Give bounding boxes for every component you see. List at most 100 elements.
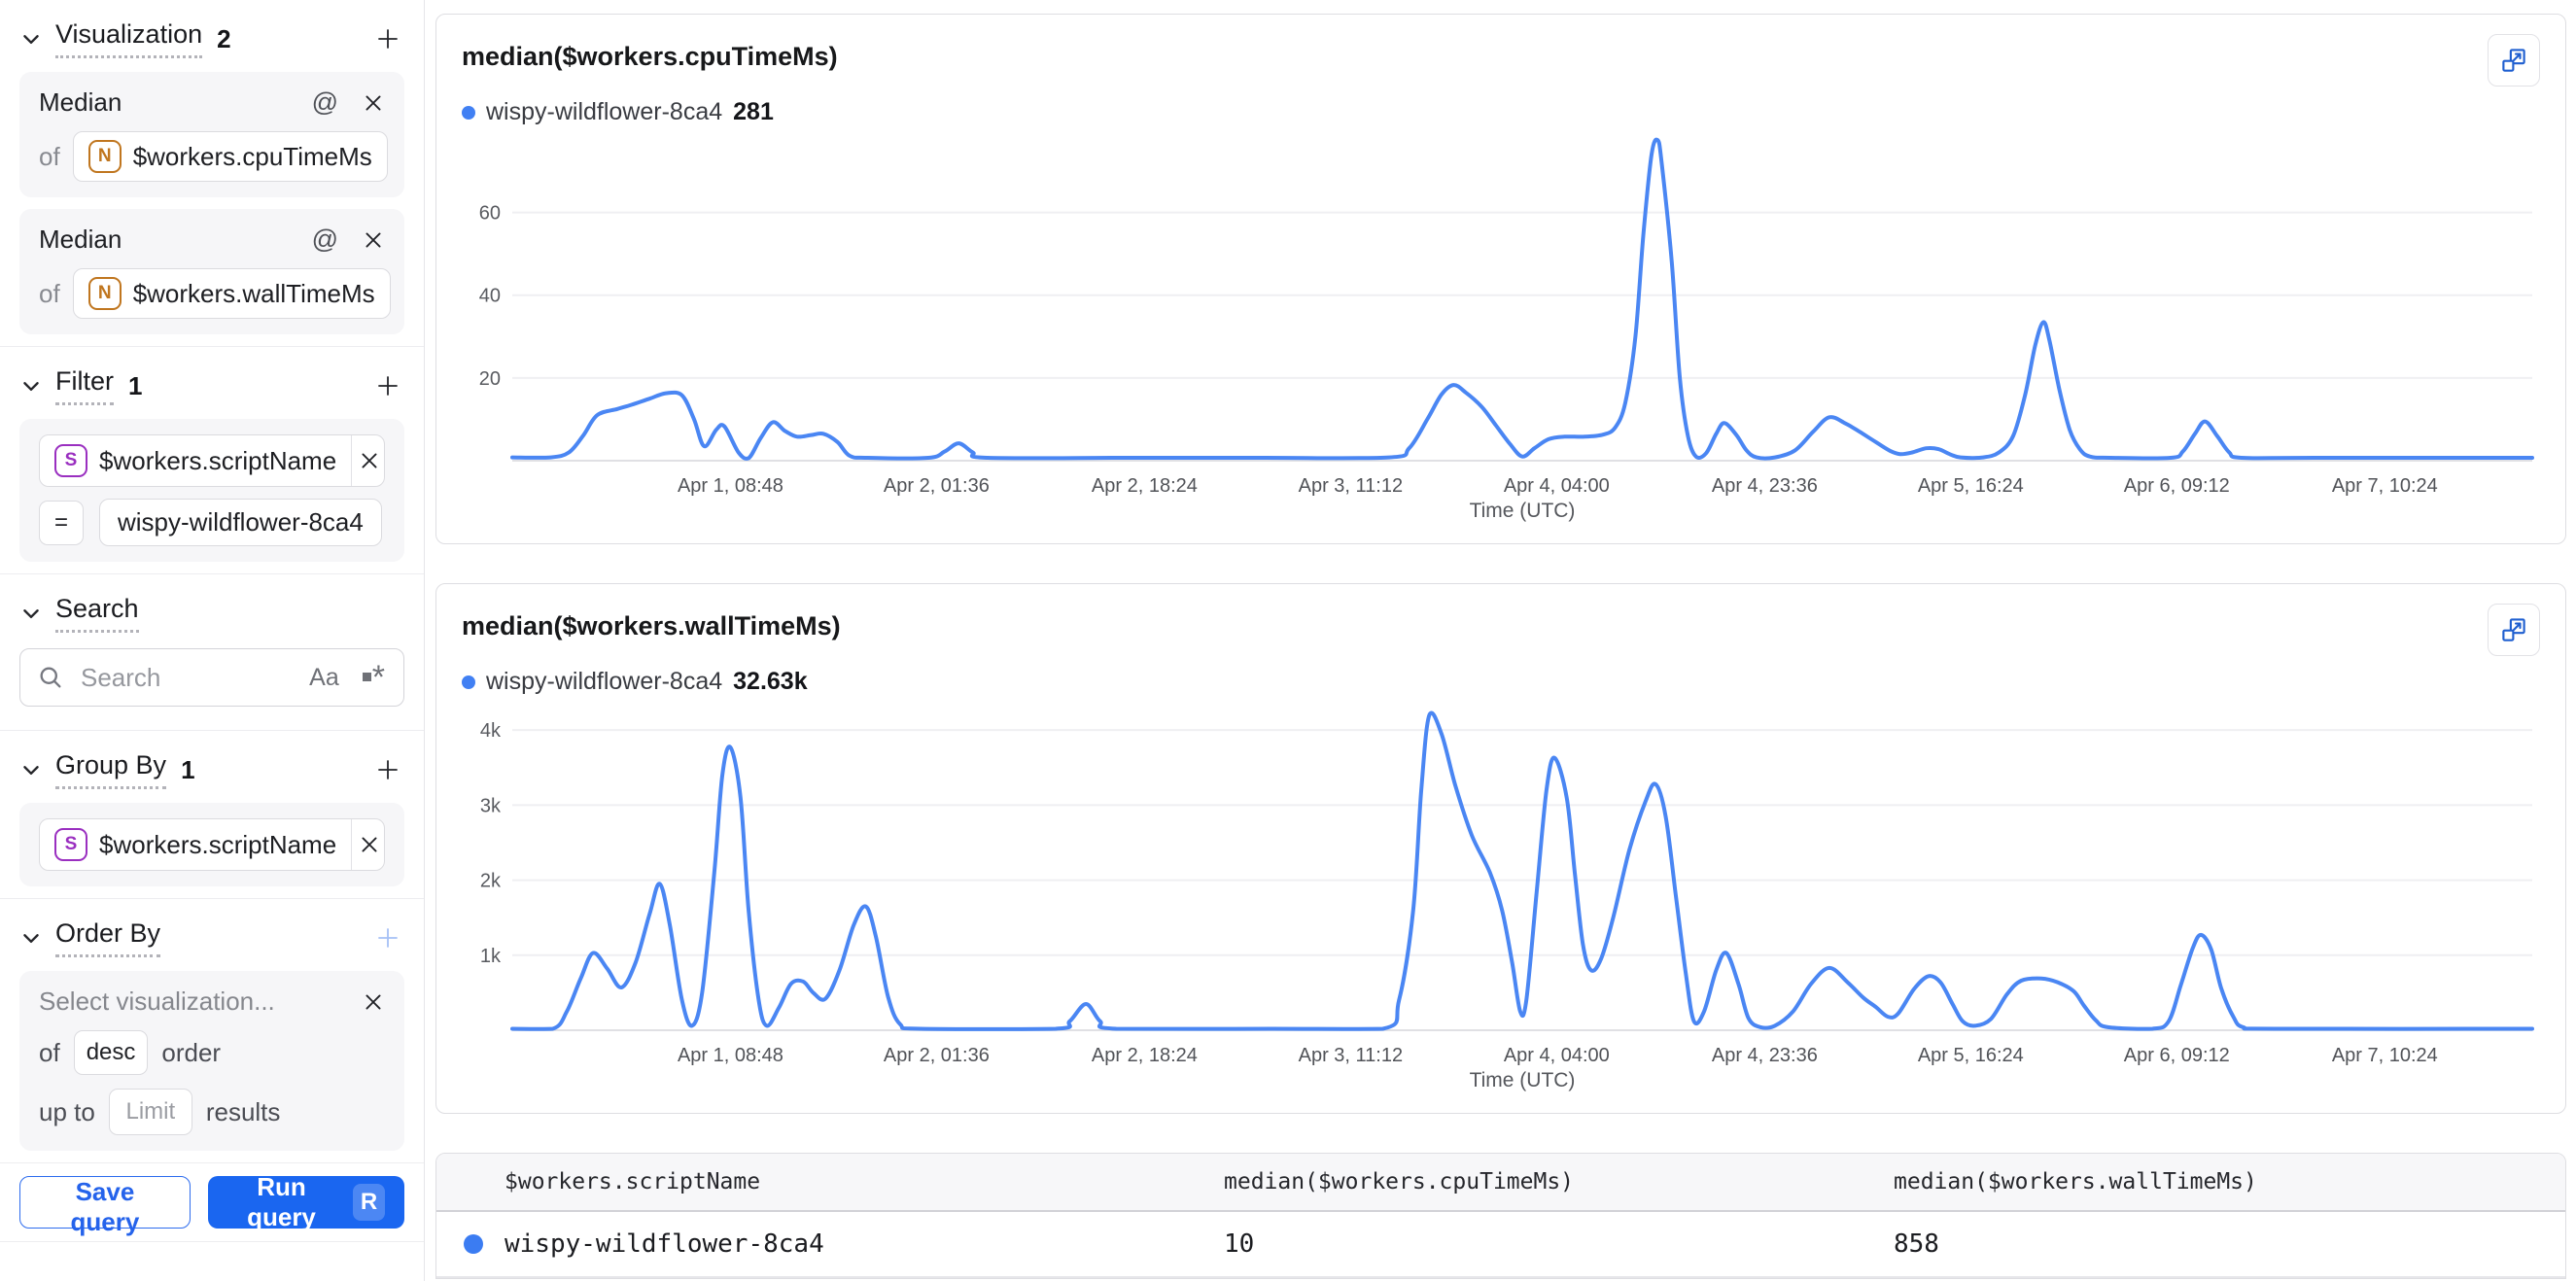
svg-text:1k: 1k: [480, 946, 502, 967]
series-total-value: 281: [733, 98, 774, 125]
visualization-section-title: Visualization: [55, 19, 203, 58]
run-query-button[interactable]: Run query R: [207, 1172, 404, 1231]
up-to-label: up to: [39, 1096, 95, 1126]
filter-value-input[interactable]: wispy-wildflower-8ca4: [99, 499, 382, 546]
results-label: results: [205, 1096, 281, 1126]
chevron-down-icon[interactable]: [19, 27, 43, 51]
svg-text:Time (UTC): Time (UTC): [1470, 500, 1576, 522]
cell-wall-median: 858: [1894, 1211, 2565, 1278]
group-by-count: 1: [181, 754, 195, 784]
remove-visualization-button[interactable]: [362, 91, 385, 115]
search-section-header: Search: [19, 574, 404, 646]
field-name: $workers.wallTimeMs: [132, 278, 375, 308]
chevron-down-icon[interactable]: [19, 602, 43, 625]
query-builder-sidebar: Visualization 2 Median @ of N: [0, 0, 425, 1281]
match-case-icon[interactable]: Aa: [309, 663, 339, 691]
series-color-dot: [462, 675, 475, 689]
group-by-field-pill[interactable]: S $workers.scriptName: [39, 818, 385, 871]
cpu-time-chart-title: median($workers.cpuTimeMs): [462, 42, 838, 71]
remove-visualization-button[interactable]: [362, 228, 385, 252]
table-row[interactable]: wispy-wildflower-8ca4 10 858: [436, 1211, 2565, 1278]
column-header-wall-median[interactable]: median($workers.wallTimeMs): [1894, 1154, 2565, 1212]
table-header-row: $workers.scriptName median($workers.cpuT…: [436, 1154, 2565, 1212]
regex-star: *: [371, 659, 385, 696]
svg-text:20: 20: [479, 368, 501, 390]
svg-text:Apr 6, 09:12: Apr 6, 09:12: [2124, 475, 2230, 497]
field-name: $workers.cpuTimeMs: [132, 141, 372, 171]
run-query-shortcut-badge: R: [353, 1184, 385, 1221]
of-label: of: [39, 141, 60, 171]
svg-text:Apr 2, 01:36: Apr 2, 01:36: [884, 475, 990, 497]
field-pill-cputime[interactable]: N $workers.cpuTimeMs: [72, 131, 388, 182]
expand-chart-button[interactable]: [2488, 34, 2540, 87]
cpu-time-line-chart[interactable]: 20 40 60 Apr 1, 08:48 Apr 2, 01:36 Apr 2, 18:…: [462, 128, 2540, 525]
add-visualization-button[interactable]: [371, 22, 404, 55]
regex-dot: [362, 673, 371, 681]
svg-text:Apr 3, 11:12: Apr 3, 11:12: [1299, 475, 1403, 497]
group-by-section: Group By 1 S $workers.scriptName: [0, 731, 424, 899]
visualization-card-cputime: Median @ of N $workers.cpuTimeMs: [19, 72, 404, 197]
filter-field-pill[interactable]: S $workers.scriptName: [39, 434, 385, 487]
svg-text:Apr 5, 16:24: Apr 5, 16:24: [1918, 475, 2024, 497]
cell-script-name: wispy-wildflower-8ca4: [505, 1211, 1224, 1278]
save-query-button[interactable]: Save query: [19, 1176, 191, 1236]
order-by-section: Order By Select visualization... of desc…: [0, 899, 424, 1163]
order-by-card: Select visualization... of desc order up…: [19, 971, 404, 1151]
series-color-dot: [464, 1234, 483, 1254]
group-by-section-header: Group By 1: [19, 731, 404, 803]
visualization-section: Visualization 2 Median @ of N: [0, 0, 424, 347]
add-group-by-button[interactable]: [371, 753, 404, 786]
of-label: of: [39, 278, 60, 308]
of-label: of: [39, 1037, 60, 1067]
expand-chart-button[interactable]: [2488, 604, 2540, 656]
numeric-field-icon: N: [87, 277, 122, 310]
add-order-by-button[interactable]: [371, 921, 404, 954]
annotation-at-icon[interactable]: @: [311, 87, 338, 117]
remove-group-by-button[interactable]: [351, 819, 384, 870]
filter-card: S $workers.scriptName = wispy-wildflower…: [19, 419, 404, 562]
column-header-cpu-median[interactable]: median($workers.cpuTimeMs): [1224, 1154, 1894, 1212]
legend-item[interactable]: wispy-wildflower-8ca4 281: [462, 98, 2540, 126]
limit-input[interactable]: [108, 1089, 192, 1135]
order-by-section-header: Order By: [19, 899, 404, 971]
column-header-scriptname[interactable]: $workers.scriptName: [505, 1154, 1224, 1212]
series-name: wispy-wildflower-8ca4: [486, 98, 723, 125]
svg-text:Apr 5, 16:24: Apr 5, 16:24: [1918, 1045, 2024, 1066]
add-filter-button[interactable]: [371, 369, 404, 402]
svg-text:Apr 3, 11:12: Apr 3, 11:12: [1299, 1045, 1403, 1066]
visualization-count: 2: [217, 23, 231, 53]
filter-operator-select[interactable]: =: [39, 500, 84, 545]
chevron-down-icon[interactable]: [19, 926, 43, 950]
field-pill-walltime[interactable]: N $workers.wallTimeMs: [72, 268, 391, 319]
visualization-section-header: Visualization 2: [19, 0, 404, 72]
series-name: wispy-wildflower-8ca4: [486, 668, 723, 695]
numeric-field-icon: N: [87, 140, 122, 173]
chevron-down-icon[interactable]: [19, 374, 43, 398]
wall-time-line-chart[interactable]: 1k 2k 3k 4k Apr 1, 08:48 Apr 2, 01:36 Apr 2, 1…: [462, 698, 2540, 1094]
search-input[interactable]: [19, 648, 404, 707]
order-visualization-select[interactable]: Select visualization...: [39, 987, 275, 1016]
search-icon: [37, 664, 64, 691]
legend-item[interactable]: wispy-wildflower-8ca4 32.63k: [462, 668, 2540, 696]
filter-section: Filter 1 S $workers.scriptName: [0, 347, 424, 574]
svg-text:Apr 1, 08:48: Apr 1, 08:48: [678, 475, 783, 497]
svg-text:Apr 7, 10:24: Apr 7, 10:24: [2332, 475, 2438, 497]
series-total-value: 32.63k: [733, 668, 808, 695]
svg-text:Apr 6, 09:12: Apr 6, 09:12: [2124, 1045, 2230, 1066]
clear-order-by-button[interactable]: [362, 990, 385, 1014]
group-by-card: S $workers.scriptName: [19, 803, 404, 886]
aggregation-label[interactable]: Median: [39, 87, 122, 117]
series-color-dot: [462, 105, 475, 120]
chevron-down-icon[interactable]: [19, 758, 43, 781]
regex-icon[interactable]: *: [362, 659, 385, 696]
wall-time-chart-title: median($workers.wallTimeMs): [462, 611, 841, 640]
annotation-at-icon[interactable]: @: [311, 225, 338, 254]
order-direction-select[interactable]: desc: [73, 1030, 149, 1075]
svg-text:Apr 7, 10:24: Apr 7, 10:24: [2332, 1045, 2438, 1066]
remove-filter-button[interactable]: [351, 435, 384, 486]
search-box: Aa *: [19, 648, 404, 707]
svg-text:Apr 4, 23:36: Apr 4, 23:36: [1712, 475, 1818, 497]
svg-text:Apr 2, 18:24: Apr 2, 18:24: [1092, 475, 1198, 497]
aggregation-label[interactable]: Median: [39, 225, 122, 254]
